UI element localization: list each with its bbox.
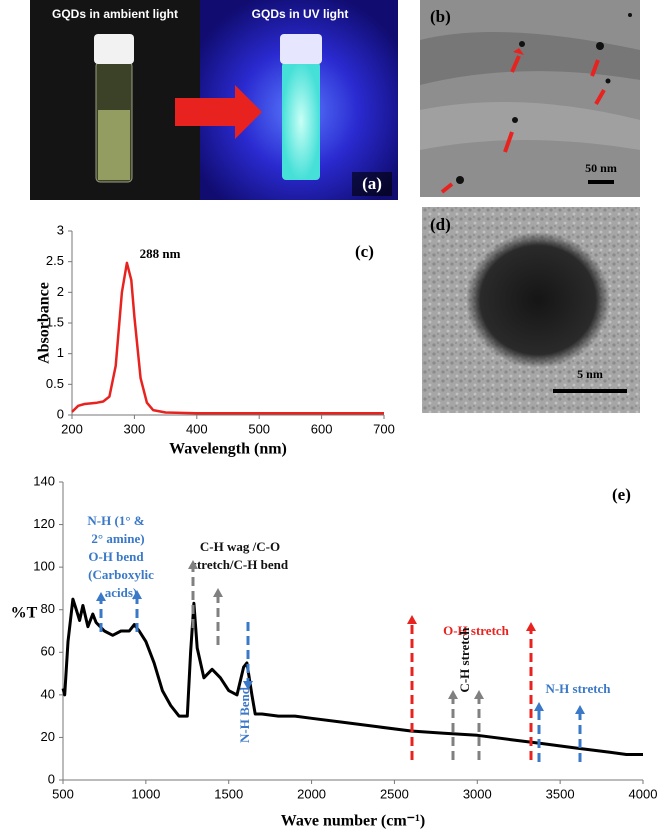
- photo-panel-a: GQDs in ambient light GQDs in UV light (…: [30, 0, 398, 200]
- annotation: (Carboxylic: [88, 567, 154, 582]
- y-tick-label: 60: [41, 644, 55, 659]
- annotation: acids): [105, 585, 138, 600]
- x-axis-title: Wavelength (nm): [169, 441, 287, 458]
- panel-label: (a): [362, 174, 382, 193]
- x-tick-label: 1000: [131, 786, 160, 801]
- annotation: O-H stretch: [443, 623, 510, 638]
- y-tick-label: 2.5: [46, 253, 64, 268]
- annotation: C-H wag /C-O: [200, 539, 280, 554]
- y-tick-label: 1: [57, 345, 64, 360]
- caption: GQDs in UV light: [252, 7, 349, 21]
- arrow-head: [243, 681, 253, 690]
- annotation: N-H stretch: [545, 681, 611, 696]
- arrow-head: [448, 690, 458, 699]
- tem-panel-d: (d) 5 nm: [422, 207, 640, 413]
- arrow-head: [474, 690, 484, 699]
- arrow-head: [407, 615, 417, 624]
- annotation: N-H (1° &: [87, 513, 144, 528]
- y-tick-label: 0: [48, 771, 55, 786]
- arrow-head: [96, 592, 106, 601]
- arrow-head: [526, 622, 536, 631]
- x-tick-label: 200: [61, 421, 83, 436]
- data-line: [71, 261, 384, 415]
- annotation: O-H bend: [88, 549, 144, 564]
- y-tick-label: 1.5: [46, 314, 64, 329]
- y-tick-label: 0: [57, 406, 64, 421]
- x-tick-label: 600: [311, 421, 333, 436]
- x-tick-label: 2500: [380, 786, 409, 801]
- x-tick-label: 3000: [463, 786, 492, 801]
- x-tick-label: 4000: [629, 786, 658, 801]
- tem-panel-b: (b) 50 nm: [420, 0, 640, 197]
- annotation: N-H Bend: [237, 686, 252, 743]
- panel-label: (d): [430, 215, 451, 234]
- y-tick-label: 80: [41, 601, 55, 616]
- caption: GQDs in ambient light: [52, 7, 178, 21]
- y-tick-label: 2: [57, 284, 64, 299]
- y-tick-label: 20: [41, 729, 55, 744]
- arrow-head: [132, 590, 142, 599]
- x-tick-label: 2000: [297, 786, 326, 801]
- x-tick-label: 1500: [214, 786, 243, 801]
- y-axis-title: %T: [11, 605, 38, 622]
- annotation: stretch/C-H bend: [192, 557, 289, 572]
- panel-label: (b): [430, 7, 451, 26]
- x-tick-label: 400: [186, 421, 208, 436]
- annotation: 2° amine): [91, 531, 144, 546]
- scale-label: 50 nm: [585, 161, 617, 175]
- scale-label: 5 nm: [577, 367, 603, 381]
- arrow-head: [575, 705, 585, 714]
- annotation: 288 nm: [140, 246, 181, 261]
- y-tick-label: 140: [33, 473, 55, 488]
- annotation: C-H stretch: [457, 627, 472, 693]
- x-tick-label: 300: [124, 421, 146, 436]
- y-axis-title: Absorbance: [36, 282, 53, 364]
- y-tick-label: 120: [33, 516, 55, 531]
- x-tick-label: 700: [373, 421, 395, 436]
- y-tick-label: 100: [33, 559, 55, 574]
- x-axis-title: Wave number (cm⁻¹): [281, 813, 425, 830]
- y-tick-label: 40: [41, 686, 55, 701]
- panel-label: (c): [355, 242, 374, 261]
- y-tick-label: 0.5: [46, 376, 64, 391]
- panel-label: (e): [612, 485, 631, 504]
- x-tick-label: 3500: [546, 786, 575, 801]
- y-tick-label: 3: [57, 222, 64, 237]
- x-tick-label: 500: [52, 786, 74, 801]
- arrow-head: [188, 560, 198, 569]
- arrow-head: [213, 588, 223, 597]
- x-tick-label: 500: [248, 421, 270, 436]
- arrow-head: [534, 702, 544, 711]
- data-line: [61, 597, 643, 756]
